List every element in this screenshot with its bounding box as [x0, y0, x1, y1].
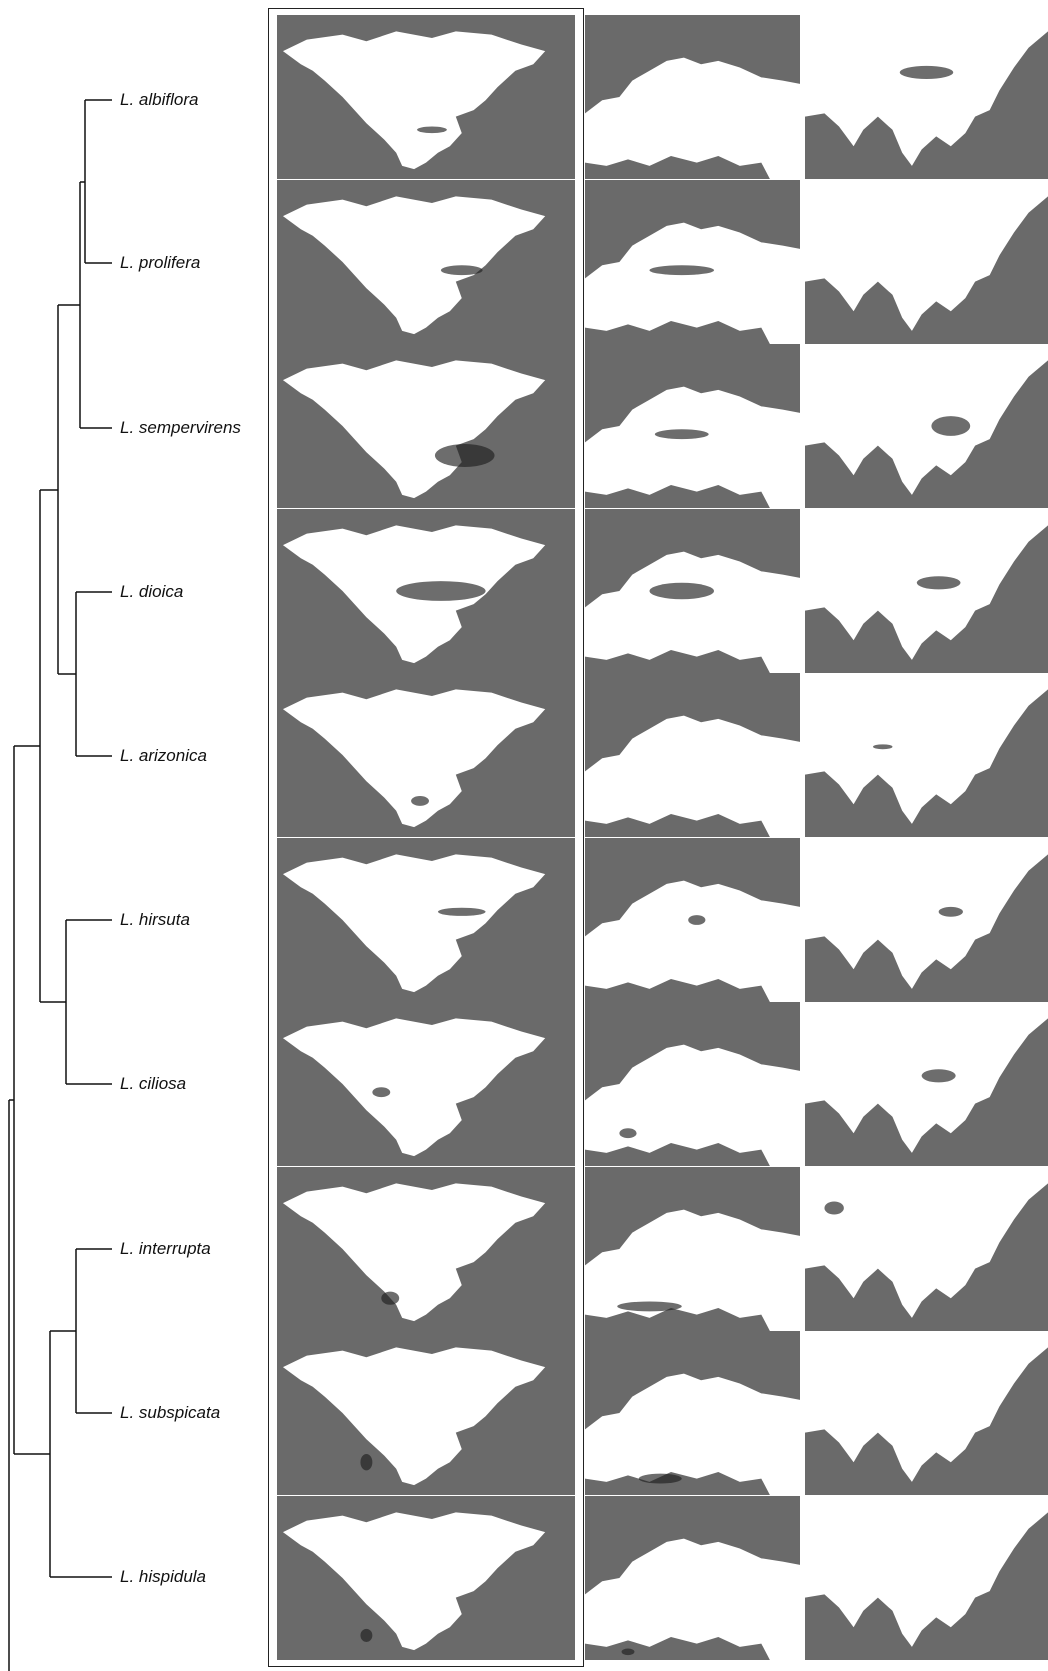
north-america-map-albiflora [277, 15, 575, 179]
land-mass [282, 689, 546, 828]
suitability-hotspot [360, 1454, 373, 1471]
suitability-hotspot [619, 1128, 637, 1139]
land-mass [585, 1209, 800, 1331]
taxon-label: L. hispidula [120, 1567, 207, 1586]
land-mass [585, 880, 800, 1002]
europe-map-dioica [585, 508, 800, 673]
land-mass [585, 551, 800, 673]
north-america-map-prolifera [277, 179, 575, 344]
land-mass [585, 57, 800, 179]
land-mass [805, 673, 1048, 824]
east-asia-map-hispidula [805, 1495, 1048, 1660]
europe-map-arizonica [585, 673, 800, 837]
land-mass [282, 1182, 546, 1321]
east-asia-map-dioica [805, 508, 1048, 673]
taxon-label: L. sempervirens [120, 418, 241, 437]
suitability-hotspot [411, 796, 429, 806]
europe-map-prolifera [585, 179, 800, 344]
land-mass [282, 1511, 546, 1650]
east-asia-map-prolifera [805, 179, 1048, 344]
europe-map-sempervirens [585, 344, 800, 508]
suitability-hotspot [638, 1473, 682, 1484]
suitability-hotspot [688, 914, 706, 925]
taxon-label: L. prolifera [120, 253, 201, 272]
taxon-label: L. dioica [120, 582, 184, 601]
suitability-hotspot [440, 264, 483, 275]
europe-map-hirsuta [585, 837, 800, 1002]
taxon-label: L. arizonica [120, 746, 207, 765]
land-mass [805, 15, 1048, 166]
land-mass [585, 386, 800, 508]
taxon-label: L. hirsuta [120, 910, 190, 929]
suitability-hotspot [381, 1291, 400, 1305]
north-america-map-interrupta [277, 1166, 575, 1331]
east-asia-map-sempervirens [805, 344, 1048, 508]
suitability-hotspot [360, 1628, 373, 1642]
land-mass [585, 715, 800, 837]
land-mass [282, 1347, 546, 1486]
north-america-map-arizonica [277, 673, 575, 837]
phylogenetic-tree [8, 99, 112, 1671]
north-america-map-hirsuta [277, 837, 575, 1002]
north-america-map-subspicata [277, 1331, 575, 1495]
suitability-hotspot [899, 65, 954, 79]
suitability-hotspot [434, 444, 495, 467]
land-mass [805, 179, 1048, 331]
land-mass [585, 1373, 800, 1495]
land-mass [282, 195, 546, 334]
suitability-hotspot [621, 1648, 635, 1655]
east-asia-map-hirsuta [805, 837, 1048, 1002]
east-asia-map-ciliosa [805, 1002, 1048, 1166]
east-asia-map-arizonica [805, 673, 1048, 837]
taxon-label: L. interrupta [120, 1239, 211, 1258]
land-mass [585, 1538, 800, 1660]
taxon-label: L. subspicata [120, 1403, 221, 1422]
north-america-map-dioica [277, 508, 575, 673]
suitability-hotspot [931, 416, 971, 436]
land-mass [805, 837, 1048, 989]
europe-map-ciliosa [585, 1002, 800, 1166]
suitability-hotspot [938, 906, 963, 917]
land-mass [585, 1044, 800, 1166]
east-asia-map-subspicata [805, 1331, 1048, 1495]
land-mass [282, 1018, 546, 1157]
suitability-hotspot [649, 264, 714, 275]
suitability-hotspot [417, 126, 447, 134]
land-mass [805, 1495, 1048, 1647]
taxon-label: L. albiflora [120, 90, 199, 109]
land-mass [282, 853, 546, 992]
north-america-column-frame [268, 8, 584, 1667]
europe-map-interrupta [585, 1166, 800, 1331]
europe-map-hispidula [585, 1495, 800, 1660]
land-mass [282, 360, 546, 499]
land-mass [805, 1166, 1048, 1318]
land-mass [585, 222, 800, 344]
north-america-map-ciliosa [277, 1002, 575, 1166]
east-asia-map-interrupta [805, 1166, 1048, 1331]
land-mass [805, 1331, 1048, 1482]
north-america-map-hispidula [277, 1495, 575, 1660]
suitability-hotspot [824, 1200, 844, 1215]
north-america-map-sempervirens [277, 344, 575, 508]
suitability-hotspot [617, 1300, 682, 1311]
suitability-hotspot [437, 907, 486, 916]
suitability-hotspot [649, 582, 714, 599]
suitability-hotspot [372, 1087, 391, 1098]
suitability-hotspot [873, 744, 893, 750]
suitability-hotspot [921, 1069, 956, 1083]
europe-map-albiflora [585, 15, 800, 179]
east-asia-map-albiflora [805, 15, 1048, 179]
europe-map-subspicata [585, 1331, 800, 1495]
suitability-hotspot [916, 575, 961, 589]
taxon-label: L. ciliosa [120, 1074, 187, 1093]
land-mass [805, 344, 1048, 495]
suitability-hotspot [654, 429, 709, 440]
land-mass [282, 31, 546, 170]
suitability-hotspot [396, 580, 486, 601]
